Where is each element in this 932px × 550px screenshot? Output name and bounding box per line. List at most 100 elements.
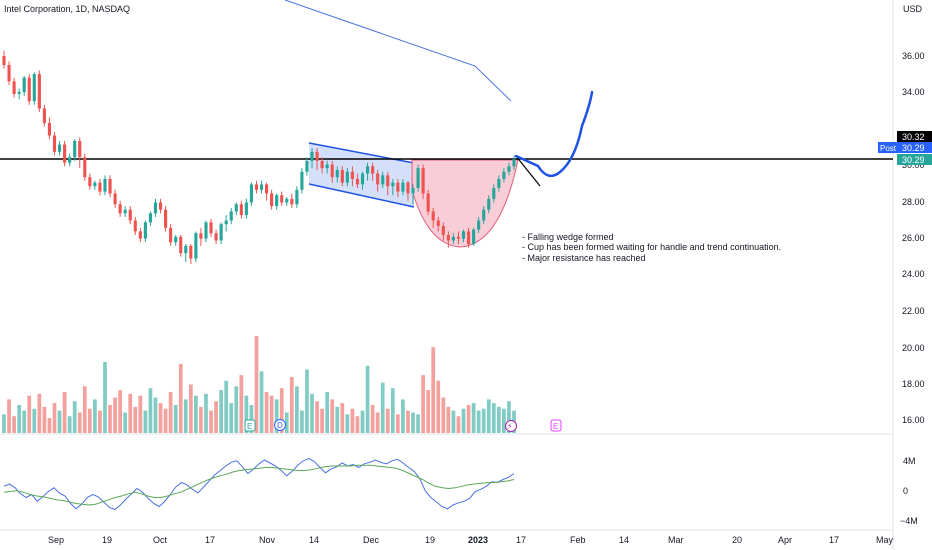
candle — [93, 180, 97, 190]
annotation-line: - Cup has been formed waiting for handle… — [522, 242, 781, 252]
candle-body — [391, 182, 395, 187]
event-marker-upcoming-earnings[interactable]: E — [550, 419, 562, 432]
candle-body — [300, 171, 304, 190]
candle — [164, 206, 168, 232]
wedge-lower-line[interactable] — [308, 183, 415, 208]
time-tick: 2023 — [468, 535, 488, 545]
volume-bar — [219, 390, 223, 433]
volume-layer — [2, 335, 516, 433]
volume-bar — [168, 391, 173, 433]
candle-body — [305, 160, 309, 172]
candle — [436, 216, 440, 232]
volume-bar — [300, 410, 304, 433]
candle — [285, 197, 289, 207]
candle — [456, 231, 461, 245]
candle-body — [466, 231, 471, 245]
time-axis[interactable]: Sep 19 Oct 17 Nov 14 Dec 19 2023 17 Feb … — [48, 535, 894, 545]
candle-body — [355, 178, 360, 185]
handle-projection-curve[interactable] — [514, 90, 594, 178]
candle-body — [169, 227, 173, 243]
time-tick: Dec — [363, 535, 380, 545]
candle-body — [416, 168, 420, 189]
candle-body — [113, 193, 117, 205]
volume-bar — [345, 414, 350, 433]
volume-bar — [401, 399, 405, 433]
candle-body — [254, 184, 259, 190]
event-marker-earnings[interactable]: E — [244, 419, 256, 432]
post-market-label: Post — [880, 144, 897, 153]
candle — [73, 139, 77, 161]
candle-body — [396, 182, 400, 192]
volume-bar — [158, 403, 163, 433]
volume-bar — [274, 399, 279, 433]
candle-body — [32, 74, 36, 102]
handle-projection-line[interactable] — [515, 155, 541, 187]
trend-line[interactable] — [284, 0, 512, 102]
candle — [138, 227, 142, 243]
candle — [507, 162, 511, 176]
candle-body — [371, 166, 375, 174]
volume-bar — [461, 408, 466, 433]
candle — [83, 153, 87, 181]
volume-bar — [320, 408, 324, 433]
volume-bar — [254, 335, 259, 433]
candle-body — [57, 144, 62, 152]
candle — [270, 189, 274, 210]
volume-bar — [350, 408, 355, 433]
candle-body — [148, 213, 153, 223]
candle — [497, 175, 501, 192]
volume-bar — [113, 397, 117, 433]
candle-body — [164, 209, 168, 228]
candle — [259, 180, 264, 194]
volume-bar — [153, 397, 158, 433]
candle-body — [153, 202, 158, 214]
candle — [174, 235, 178, 246]
candle-body — [340, 169, 344, 183]
volume-bar — [47, 418, 52, 433]
volume-bar — [77, 412, 82, 433]
candle-body — [78, 140, 82, 158]
volume-bar — [12, 416, 16, 433]
volume-bar — [295, 386, 299, 433]
candle — [37, 70, 41, 113]
candle — [426, 189, 430, 216]
volume-bar — [269, 395, 274, 433]
candle — [477, 216, 481, 234]
volume-bar — [330, 399, 335, 433]
candle-body — [315, 151, 319, 161]
volume-bar — [279, 388, 284, 433]
price-tick: 18.00 — [902, 379, 925, 389]
time-tick: 14 — [619, 535, 629, 545]
event-marker-dividend[interactable]: D — [274, 419, 286, 431]
volume-bar — [395, 414, 400, 433]
candle-body — [335, 169, 339, 178]
time-tick: 19 — [102, 535, 112, 545]
price-axis[interactable]: 36.00 34.00 30.00 28.00 26.00 24.00 22.0… — [902, 51, 925, 425]
candle — [108, 175, 112, 198]
volume-bar — [128, 393, 133, 433]
candle-body — [446, 235, 450, 241]
event-marker-split[interactable]: ⚡ — [505, 420, 517, 432]
candle — [502, 168, 506, 183]
volume-bar — [178, 363, 183, 433]
candle — [199, 227, 203, 246]
candle-body — [219, 224, 223, 241]
candle — [52, 131, 57, 156]
candle — [391, 178, 395, 196]
annotation-notes[interactable]: - Falling wedge formed - Cup has been fo… — [522, 232, 781, 263]
oscillator-layer — [3, 457, 515, 511]
candle — [446, 231, 450, 248]
candle-body — [441, 225, 445, 236]
candle-body — [487, 198, 491, 210]
candle-body — [401, 182, 405, 192]
candle — [153, 198, 158, 217]
candle — [290, 193, 294, 208]
candle-body — [310, 151, 314, 161]
candle-body — [73, 140, 77, 158]
volume-bar — [173, 405, 178, 433]
candle — [325, 160, 329, 174]
price-tick: 22.00 — [902, 306, 925, 316]
candle — [2, 50, 6, 69]
candle — [371, 162, 375, 181]
